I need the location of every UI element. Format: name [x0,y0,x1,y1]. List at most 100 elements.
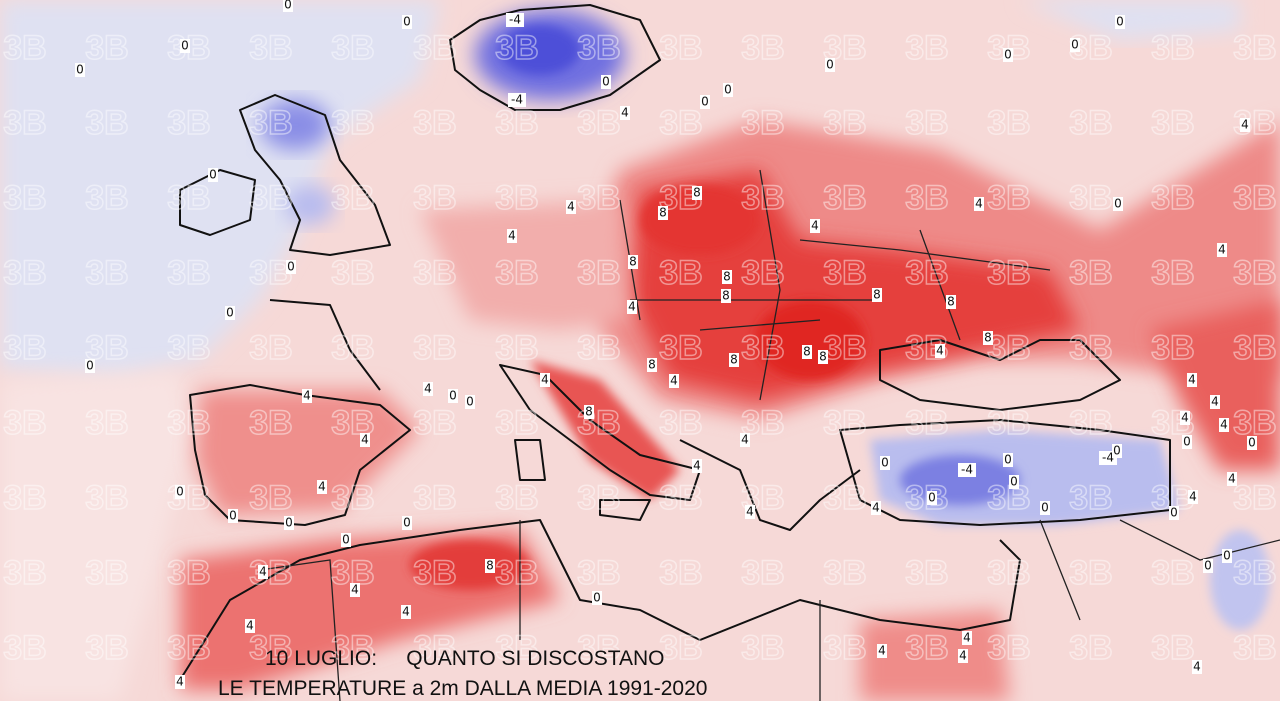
watermark: 3B [495,629,538,667]
watermark: 3B [659,479,702,517]
label-box [1182,435,1192,449]
watermark: 3B [823,479,866,517]
contour-label: 0 [229,509,237,523]
watermark: 3B [823,104,866,142]
label-box [317,480,327,494]
watermark: 3B [495,404,538,442]
label-box [1188,490,1198,504]
watermark: 3B [249,104,292,142]
label-box [692,459,702,473]
watermark: 3B [1151,179,1194,217]
watermark: 3B [413,479,456,517]
contour-label: 0 [466,395,474,409]
watermark: 3B [331,179,374,217]
watermark: 3B [249,179,292,217]
watermark: 3B [577,179,620,217]
contour-label: 4 [541,373,549,387]
watermark: 3B [85,479,128,517]
watermark: 3B [905,179,948,217]
contour-label: 4 [303,389,311,403]
contour-label: 0 [226,306,234,320]
watermark: 3B [905,254,948,292]
watermark: 3B [331,329,374,367]
contour-label: 4 [1241,118,1249,132]
label-box [871,501,881,515]
watermark: 3B [741,554,784,592]
label-box [1187,373,1197,387]
label-box [208,168,218,182]
contour-label: 4 [1181,411,1189,425]
watermark: 3B [1233,104,1276,142]
contour-label: 4 [1211,395,1219,409]
watermark: 3B [659,254,702,292]
contour-label: 0 [701,95,709,109]
contour-label: 4 [1189,490,1197,504]
label-box [962,631,972,645]
watermark: 3B [413,29,456,67]
contour-label: 4 [670,374,678,388]
watermark: 3B [249,254,292,292]
watermark: 3B [413,404,456,442]
label-box [507,229,517,243]
watermark: 3B [413,554,456,592]
label-box [341,533,351,547]
contour-label: 0 [403,516,411,530]
watermark: 3B [331,104,374,142]
label-box [566,200,576,214]
watermark: 3B [3,554,46,592]
contour-label: 4 [318,480,326,494]
label-box [729,353,739,367]
watermark: 3B [167,479,210,517]
watermark: 3B [3,404,46,442]
label-box [802,345,812,359]
watermark: 3B [905,104,948,142]
contour-label: 0 [881,456,889,470]
label-box [818,350,828,364]
watermark: 3B [85,554,128,592]
watermark: 3B [1069,329,1112,367]
contour-label: 8 [722,289,730,303]
label-box [1070,38,1080,52]
contour-label: -4 [509,13,521,27]
watermark: 3B [1069,404,1112,442]
contour-label: 4 [878,644,886,658]
watermark: 3B [823,554,866,592]
label-box [286,260,296,274]
contour-label: 8 [803,345,811,359]
label-box [647,358,657,372]
contour-label: 0 [826,58,834,72]
label-box [669,374,679,388]
watermark: 3B [3,254,46,292]
label-box [1222,549,1232,563]
label-box [402,516,412,530]
watermark: 3B [577,479,620,517]
contour-label: 0 [1248,436,1256,450]
label-box [448,389,458,403]
contour-label: 4 [1188,373,1196,387]
watermark: 3B [577,629,620,667]
watermark: 3B [85,254,128,292]
watermark: 3B [577,104,620,142]
label-box [180,39,190,53]
contour-label: 8 [659,206,667,220]
watermark: 3B [1151,554,1194,592]
watermark: 3B [741,254,784,292]
contour-label: 0 [1010,475,1018,489]
contour-label: 0 [1116,15,1124,29]
watermark: 3B [577,554,620,592]
contour-label: 4 [621,106,629,120]
watermark: 3B [1151,254,1194,292]
watermark: 3B [3,104,46,142]
watermark: 3B [3,629,46,667]
caption-line-2: LE TEMPERATURE a 2m DALLA MEDIA 1991-202… [218,677,707,700]
label-box [1247,436,1257,450]
label-box [360,433,370,447]
watermark: 3B [905,29,948,67]
contour-label: 4 [936,344,944,358]
watermark: 3B [3,329,46,367]
label-box [1003,453,1013,467]
watermark: 3B [1069,554,1112,592]
label-box [506,13,524,27]
label-box [1115,15,1125,29]
